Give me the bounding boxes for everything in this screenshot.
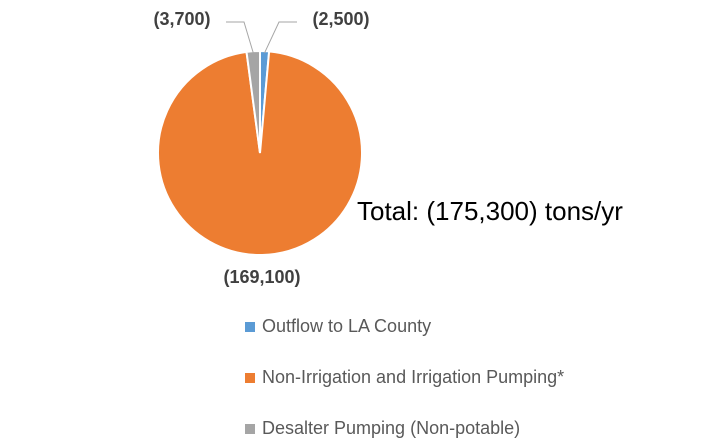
pie-slice [157,50,363,256]
value-label: (2,500) [312,9,369,29]
legend-swatch [245,424,255,434]
legend-swatch [245,373,255,383]
legend-label: Non-Irrigation and Irrigation Pumping* [262,367,564,387]
value-label: (3,700) [153,9,210,29]
legend-label: Outflow to LA County [262,316,431,336]
legend-swatch [245,322,255,332]
legend-label: Desalter Pumping (Non-potable) [262,418,520,438]
leader-line [264,21,297,54]
value-label: (169,100) [223,267,300,287]
leader-line [226,21,254,54]
total-annotation: Total: (175,300) tons/yr [357,196,623,226]
